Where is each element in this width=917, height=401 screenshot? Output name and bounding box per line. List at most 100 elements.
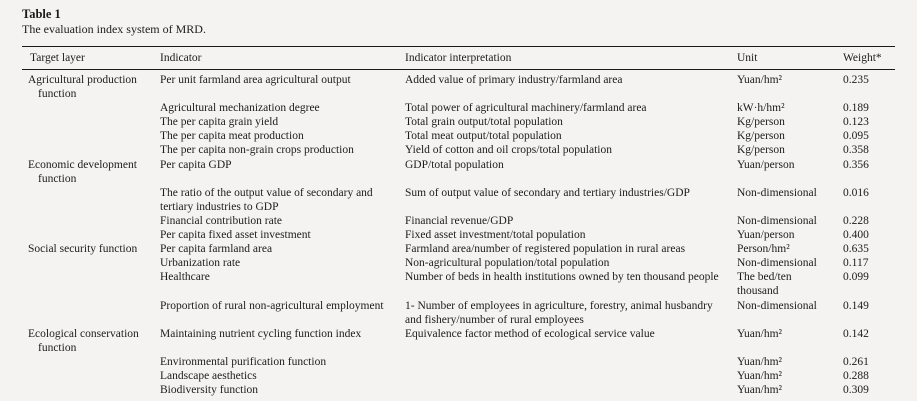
table-row: Social security function Per capita farml…: [22, 242, 895, 256]
weight-cell: 0.228: [843, 214, 869, 227]
weight-cell: 0.189: [843, 102, 869, 115]
target-layer-cell: [22, 143, 160, 157]
indicator-cell: The per capita meat production: [160, 130, 304, 143]
weight-cell: 0.099: [843, 271, 869, 284]
table-row: Financial contribution rate Financial rev…: [22, 214, 895, 228]
interpretation-cell: Total power of agricultural machinery/fa…: [405, 102, 647, 115]
unit-cell: Yuan/hm²: [737, 355, 782, 368]
unit-cell: Non-dimensional: [737, 257, 817, 270]
target-layer-cell: [22, 256, 160, 270]
interpretation-cell: Fixed asset investment/total population: [405, 229, 586, 242]
target-layer-cell: Social security function: [28, 243, 138, 256]
indicator-cell: Agricultural mechanization degree: [160, 102, 320, 115]
indicator-cell: The per capita non-grain crops productio…: [160, 144, 354, 157]
interpretation-cell: [405, 383, 737, 401]
interpretation-cell: Total grain output/total population: [405, 116, 563, 129]
target-layer-cell: [22, 101, 160, 115]
table-row: Proportion of rural non-agricultural emp…: [22, 299, 895, 327]
column-header-weight: Weight*: [843, 46, 895, 70]
target-layer-cell: [22, 299, 160, 327]
table-caption: The evaluation index system of MRD.: [22, 22, 206, 36]
indicator-cell: Per unit farmland area agricultural outp…: [160, 74, 351, 86]
table-header: Target layer Indicator Indicator interpr…: [22, 46, 895, 70]
column-header-indicator: Indicator: [160, 46, 405, 70]
table-row: Environmental purification function Yuan/…: [22, 355, 895, 369]
target-layer-cell: [22, 383, 160, 401]
weight-cell: 0.095: [843, 130, 869, 143]
unit-cell: Non-dimensional: [737, 214, 817, 227]
interpretation-cell: Yield of cotton and oil crops/total popu…: [405, 144, 612, 157]
table-row: Biodiversity function Yuan/hm² 0.309: [22, 383, 895, 401]
weight-cell: 0.235: [843, 74, 869, 86]
unit-cell: Non-dimensional: [737, 299, 817, 312]
unit-cell: Yuan/hm²: [737, 369, 782, 382]
weight-cell: 0.400: [843, 229, 869, 242]
weight-cell: 0.117: [843, 257, 869, 270]
table-row: The per capita grain yield Total grain ou…: [22, 115, 895, 129]
unit-cell: kW·h/hm²: [737, 102, 785, 115]
table-row: Agricultural production function Per unit…: [22, 70, 895, 102]
table-row: Healthcare Number of beds in health insti…: [22, 270, 895, 298]
target-layer-cell: Ecological conservation function: [28, 327, 139, 354]
interpretation-cell: 1- Number of employees in agriculture, f…: [405, 299, 713, 326]
unit-cell: Kg/person: [737, 130, 785, 143]
unit-cell: The bed/ten thousand: [737, 271, 792, 298]
unit-cell: Kg/person: [737, 144, 785, 157]
table-row: Agricultural mechanization degree Total p…: [22, 101, 895, 115]
table-row: Landscape aesthetics Yuan/hm² 0.288: [22, 369, 895, 383]
unit-cell: Yuan/person: [737, 229, 795, 242]
indicator-cell: Financial contribution rate: [160, 214, 282, 227]
indicator-cell: Maintaining nutrient cycling function in…: [160, 327, 362, 340]
target-layer-cell: [22, 228, 160, 242]
header-row: Target layer Indicator Indicator interpr…: [22, 46, 895, 70]
weight-cell: 0.288: [843, 369, 869, 382]
unit-cell: Kg/person: [737, 116, 785, 129]
target-layer-cell: [22, 369, 160, 383]
interpretation-cell: [405, 369, 737, 383]
interpretation-cell: Added value of primary industry/farmland…: [405, 74, 623, 86]
column-header-target-layer: Target layer: [22, 46, 160, 70]
target-layer-cell: [22, 115, 160, 129]
interpretation-cell: Number of beds in health institutions ow…: [405, 271, 719, 284]
indicator-cell: Per capita farmland area: [160, 243, 273, 256]
indicator-cell: Healthcare: [160, 271, 210, 284]
indicator-cell: Biodiversity function: [160, 384, 259, 397]
weight-cell: 0.016: [843, 186, 869, 199]
evaluation-index-table: Target layer Indicator Indicator interpr…: [22, 46, 895, 401]
indicator-cell: Urbanization rate: [160, 257, 241, 270]
target-layer-cell: [22, 270, 160, 298]
target-layer-cell: [22, 214, 160, 228]
unit-cell: Yuan/hm²: [737, 327, 782, 340]
interpretation-cell: Non-agricultural population/total popula…: [405, 257, 610, 270]
interpretation-cell: [405, 355, 737, 369]
interpretation-cell: Farmland area/number of registered popul…: [405, 243, 686, 256]
weight-cell: 0.358: [843, 144, 869, 157]
indicator-cell: Per capita GDP: [160, 158, 232, 171]
weight-cell: 0.123: [843, 116, 869, 129]
table-row: Ecological conservation function Maintain…: [22, 327, 895, 355]
table-row: Per capita fixed asset investment Fixed a…: [22, 228, 895, 242]
indicator-cell: The per capita grain yield: [160, 116, 279, 129]
column-header-indicator-interpretation: Indicator interpretation: [405, 46, 737, 70]
target-layer-cell: Economic development function: [28, 158, 137, 185]
weight-cell: 0.149: [843, 299, 869, 312]
table-row: Urbanization rate Non-agricultural popula…: [22, 256, 895, 270]
indicator-cell: Landscape aesthetics: [160, 369, 257, 382]
unit-cell: Yuan/person: [737, 158, 795, 171]
weight-cell: 0.261: [843, 355, 869, 368]
unit-cell: Person/hm²: [737, 243, 790, 256]
target-layer-cell: [22, 186, 160, 214]
unit-cell: Yuan/hm²: [737, 384, 782, 397]
target-layer-cell: Agricultural production function: [28, 74, 137, 101]
interpretation-cell: Financial revenue/GDP: [405, 214, 514, 227]
weight-cell: 0.142: [843, 327, 869, 340]
weight-cell: 0.635: [843, 243, 869, 256]
interpretation-cell: Total meat output/total population: [405, 130, 562, 143]
target-layer-cell: [22, 355, 160, 369]
target-layer-cell: [22, 129, 160, 143]
indicator-cell: The ratio of the output value of seconda…: [160, 186, 373, 213]
table-row: The per capita non-grain crops productio…: [22, 143, 895, 157]
unit-cell: Yuan/hm²: [737, 74, 782, 86]
weight-cell: 0.309: [843, 384, 869, 397]
